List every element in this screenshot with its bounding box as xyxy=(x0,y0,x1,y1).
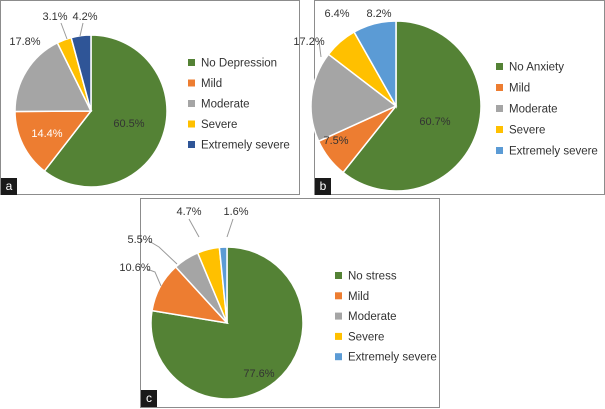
pie-slice-no-depression xyxy=(43,34,168,188)
legend-label-severe: Severe xyxy=(348,331,384,343)
legend-label-extremely-severe: Extremely severe xyxy=(201,140,290,152)
legend-swatch-moderate xyxy=(335,312,342,320)
anxiety-pie-panel: 60.7% 7.5% 17.2% 6.4% 8.2% No Anxiety Mild Mode… xyxy=(293,0,605,195)
pie-slice-extremely-severe xyxy=(353,20,397,109)
pie-slice-moderate xyxy=(310,53,398,143)
data-label-no-anxiety: 60.7% xyxy=(419,116,450,128)
data-label-no-depression: 60.5% xyxy=(113,118,144,130)
legend-swatch-extremely-severe xyxy=(496,147,503,154)
legend-swatch-moderate xyxy=(188,100,195,107)
leader-line-moderate xyxy=(318,40,322,58)
data-label-extremely-severe: 8.2% xyxy=(366,8,391,20)
panel-label-c: c xyxy=(141,390,157,407)
legend: No Anxiety Mild Moderate Severe Extremely se… xyxy=(496,62,598,158)
legend-label-moderate: Moderate xyxy=(348,311,397,323)
legend-label-no-stress: No stress xyxy=(348,271,397,283)
legend-label-no-depression: No Depression xyxy=(201,58,277,70)
legend-swatch-mild xyxy=(496,84,503,91)
data-label-extremely-severe: 1.6% xyxy=(223,206,248,218)
legend-swatch-extremely-severe xyxy=(188,141,195,148)
stress-pie-chart: 77.6% 10.6% 5.5% 4.7% 1.6% No stress Mild Moder… xyxy=(119,206,437,400)
leader-line-severe xyxy=(60,22,68,40)
leader-line-severe xyxy=(188,218,200,238)
pie-slices xyxy=(14,34,168,188)
leader-line-extremely-severe xyxy=(79,22,84,37)
data-label-mild: 14.4% xyxy=(31,128,62,140)
pie-slice-mild xyxy=(14,110,93,173)
legend-swatch-severe xyxy=(496,126,503,133)
data-label-no-stress: 77.6% xyxy=(243,368,274,380)
panel-label-a: a xyxy=(1,178,17,195)
data-label-severe: 6.4% xyxy=(324,8,349,20)
leader-line-moderate xyxy=(148,240,178,265)
legend-label-extremely-severe: Extremely severe xyxy=(348,352,437,364)
legend-label-moderate: Moderate xyxy=(201,99,250,111)
data-label-moderate: 17.8% xyxy=(9,36,40,48)
legend-label-severe: Severe xyxy=(509,125,545,137)
data-label-severe: 4.7% xyxy=(176,206,201,218)
depression-pie-panel: 60.5% 14.4% 17.8% 3.1% 4.2% No Depression Mild… xyxy=(0,0,300,195)
data-label-mild: 7.5% xyxy=(323,135,348,147)
legend-swatch-no-stress xyxy=(335,272,342,279)
pie-slices xyxy=(150,246,304,400)
data-label-moderate: 5.5% xyxy=(127,234,152,246)
legend-label-mild: Mild xyxy=(201,78,222,90)
legend-swatch-extremely-severe xyxy=(335,353,342,361)
legend-swatch-mild xyxy=(188,79,195,87)
data-label-mild: 10.6% xyxy=(119,262,150,274)
legend-label-mild: Mild xyxy=(348,291,369,303)
legend-swatch-moderate xyxy=(496,105,503,112)
data-label-extremely-severe: 4.2% xyxy=(72,11,97,23)
data-label-severe: 3.1% xyxy=(42,11,67,23)
legend-label-mild: Mild xyxy=(509,83,530,95)
legend-swatch-severe xyxy=(188,120,195,128)
legend-swatch-no-anxiety xyxy=(496,63,503,70)
legend: No Depression Mild Moderate Severe Extremely… xyxy=(188,58,290,152)
pie-slice-extremely-severe xyxy=(218,246,228,324)
legend-label-severe: Severe xyxy=(201,119,237,131)
legend-label-no-anxiety: No Anxiety xyxy=(509,62,564,74)
legend: No stress Mild Moderate Severe Extremely sev… xyxy=(335,271,437,364)
stress-pie-panel: 77.6% 10.6% 5.5% 4.7% 1.6% No stress Mild Moder… xyxy=(119,198,440,408)
data-label-moderate: 17.2% xyxy=(293,36,324,48)
legend-swatch-no-depression xyxy=(188,59,195,66)
pie-slice-moderate xyxy=(14,41,93,113)
panel-label-b: b xyxy=(315,178,331,195)
legend-swatch-mild xyxy=(335,292,342,300)
legend-label-extremely-severe: Extremely severe xyxy=(509,146,598,158)
pie-slice-extremely-severe xyxy=(70,34,92,112)
leader-line-extremely-severe xyxy=(226,218,234,238)
anxiety-pie-chart: 60.7% 7.5% 17.2% 6.4% 8.2% No Anxiety Mild Mode… xyxy=(293,8,598,192)
pie-slice-no-anxiety xyxy=(342,20,482,192)
legend-swatch-severe xyxy=(335,332,342,340)
pie-slices xyxy=(310,20,482,192)
leader-line-mild xyxy=(146,268,162,287)
legend-label-moderate: Moderate xyxy=(509,104,558,116)
depression-pie-chart: 60.5% 14.4% 17.8% 3.1% 4.2% No Depression Mild… xyxy=(9,11,290,188)
